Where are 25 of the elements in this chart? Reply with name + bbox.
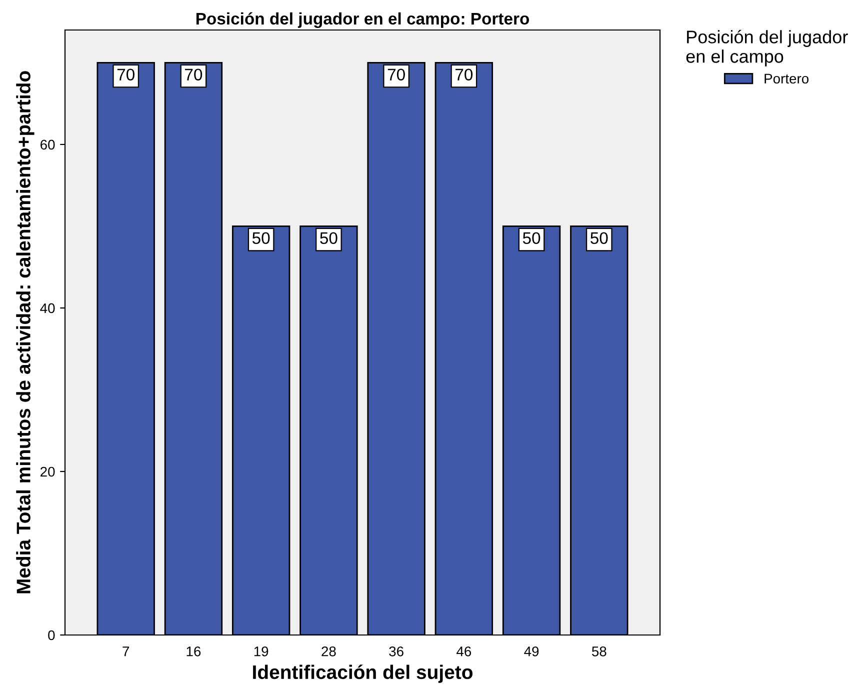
data-label: 50 bbox=[320, 232, 338, 244]
y-tick-label: 0 bbox=[48, 630, 55, 640]
x-tick-label: 19 bbox=[254, 646, 268, 656]
data-label: 70 bbox=[117, 68, 134, 80]
data-label: 70 bbox=[185, 68, 202, 80]
data-label: 70 bbox=[388, 68, 405, 80]
y-axis-title: Media Total minutos de actividad: calentamiento+partido bbox=[16, 71, 34, 594]
y-tick-label: 40 bbox=[40, 303, 55, 314]
x-tick-label: 16 bbox=[186, 646, 201, 656]
x-axis-title: Identificación del sujeto bbox=[253, 664, 472, 683]
x-tick-label: 28 bbox=[322, 646, 336, 656]
data-label: 70 bbox=[456, 68, 473, 80]
chart-title: Posición del jugador en el campo: Portero bbox=[196, 12, 530, 28]
x-tick-label: 46 bbox=[456, 646, 472, 656]
x-tick-label: 49 bbox=[524, 646, 539, 656]
data-label: 50 bbox=[590, 232, 608, 244]
legend-title: Posición del jugador en el campo bbox=[686, 30, 848, 66]
x-tick-label: 7 bbox=[122, 646, 130, 656]
x-tick-label: 36 bbox=[389, 646, 404, 656]
legend-label: Portero bbox=[764, 74, 809, 84]
data-label: 50 bbox=[252, 232, 270, 244]
y-tick-label: 60 bbox=[40, 140, 55, 150]
x-tick-label: 58 bbox=[592, 646, 606, 656]
data-label: 50 bbox=[522, 232, 540, 244]
y-tick-label: 20 bbox=[40, 466, 55, 477]
